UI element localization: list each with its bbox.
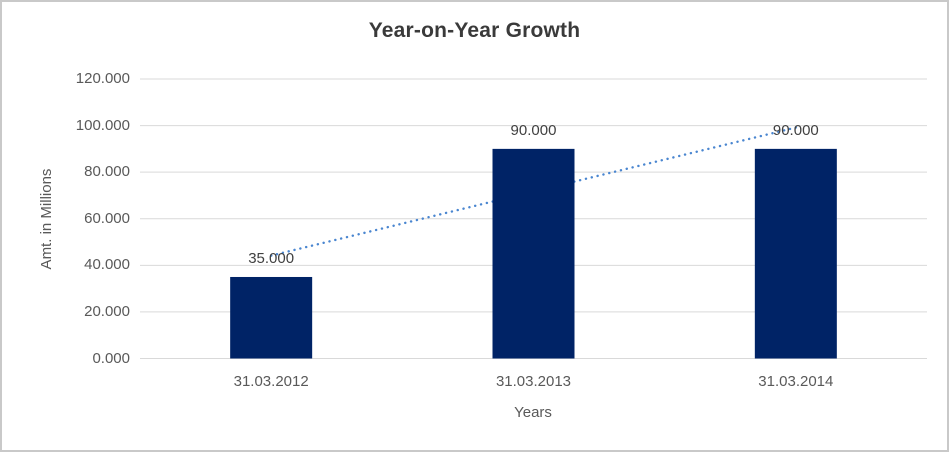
data-label: 90.000 [510, 121, 557, 139]
chart-title: Year-on-Year Growth [368, 19, 581, 42]
y-tick-label: 60.000 [84, 209, 130, 227]
y-tick-label: 40.000 [84, 256, 130, 274]
data-label: 35.000 [248, 249, 295, 267]
y-tick-label: 100.000 [75, 116, 130, 134]
y-axis-title: Amt. in Millions [38, 168, 55, 270]
bar-31.03.2014[interactable] [754, 148, 837, 359]
data-label: 90.000 [772, 121, 819, 139]
y-tick-label: 0.000 [92, 349, 130, 367]
x-tick-label: 31.03.2014 [758, 373, 834, 390]
y-tick-label: 20.000 [84, 302, 130, 320]
bar-31.03.2013[interactable] [492, 148, 575, 359]
x-tick-label: 31.03.2012 [233, 373, 309, 390]
x-axis-title: Years [514, 404, 552, 421]
y-tick-label: 120.000 [75, 70, 130, 87]
bar-31.03.2012[interactable] [230, 276, 313, 359]
x-tick-label: 31.03.2013 [495, 373, 572, 390]
y-tick-label: 80.000 [84, 163, 130, 181]
